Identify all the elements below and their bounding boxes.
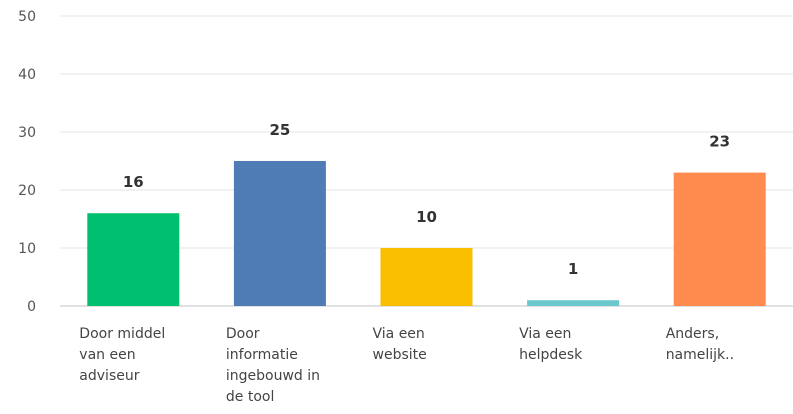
data-label: 1 xyxy=(568,260,578,278)
bar-5[interactable] xyxy=(673,172,766,306)
y-tick-label: 10 xyxy=(18,241,36,257)
y-tick-label: 0 xyxy=(27,299,36,315)
data-label: 23 xyxy=(709,133,730,151)
bar-3[interactable] xyxy=(380,248,473,306)
bar-1[interactable] xyxy=(87,213,180,306)
y-tick-label: 30 xyxy=(18,125,36,141)
bar-4[interactable] xyxy=(527,300,620,306)
x-tick-label: Via een helpdesk xyxy=(519,326,583,363)
y-tick-label: 40 xyxy=(18,67,36,83)
data-label: 25 xyxy=(269,121,290,139)
x-tick-label: Door middel van een adviseur xyxy=(79,326,166,384)
data-label: 16 xyxy=(123,173,144,191)
bar-2[interactable] xyxy=(233,161,326,306)
y-tick-label: 50 xyxy=(18,9,36,25)
x-tick-label: Door informatie ingebouwd in de tool xyxy=(225,326,321,405)
data-label: 10 xyxy=(416,208,437,226)
y-tick-label: 20 xyxy=(18,183,36,199)
x-tick-label: Via een website xyxy=(372,326,427,363)
x-tick-label: Anders, namelijk.. xyxy=(665,326,735,363)
